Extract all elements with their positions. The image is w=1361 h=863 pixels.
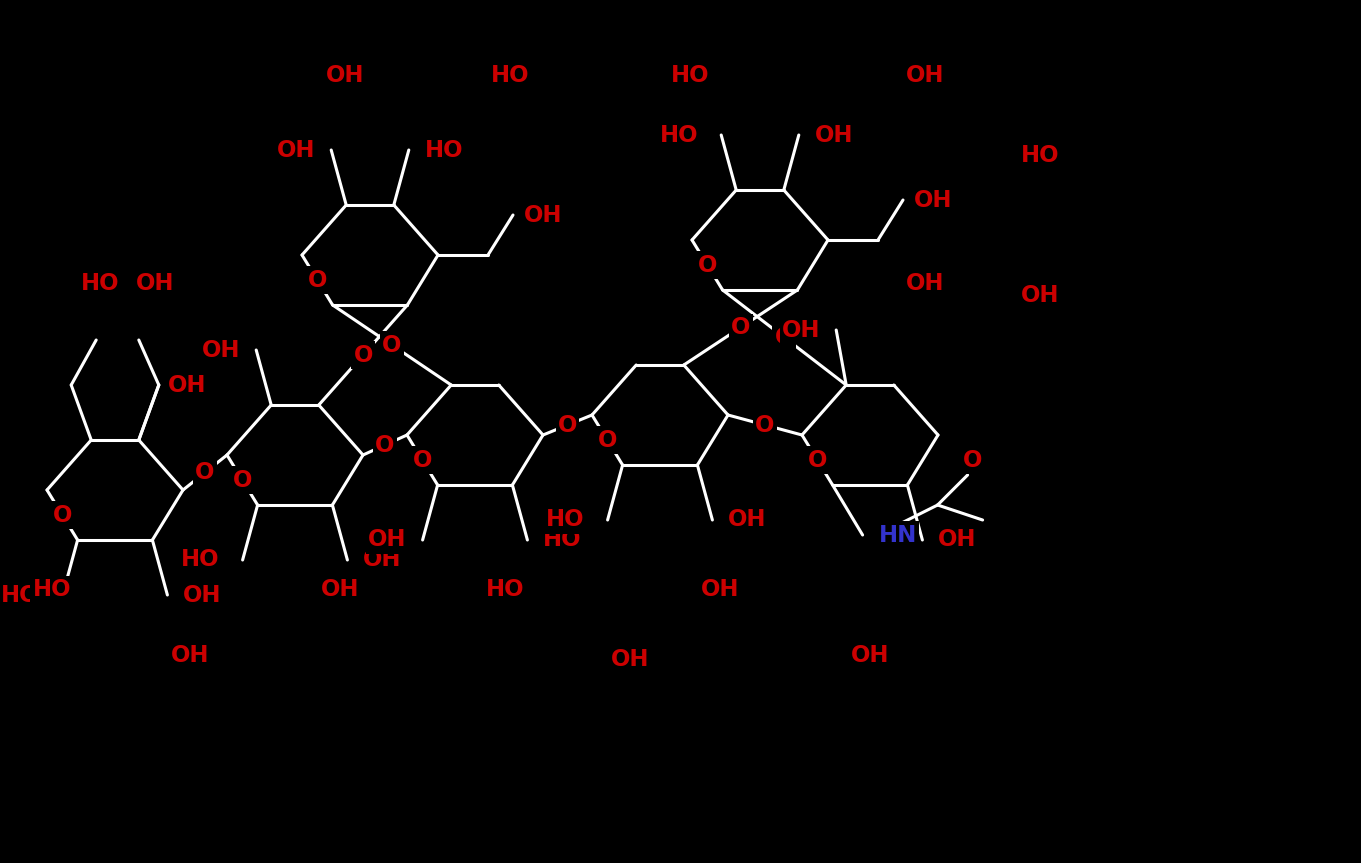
- Text: OH: OH: [728, 508, 766, 532]
- Text: HN: HN: [878, 524, 917, 546]
- Text: O: O: [308, 268, 327, 292]
- Text: OH: OH: [913, 188, 953, 211]
- Text: O: O: [53, 503, 72, 526]
- Text: HO: HO: [543, 528, 581, 551]
- Text: O: O: [774, 326, 793, 349]
- Text: O: O: [382, 333, 401, 356]
- Text: O: O: [731, 316, 750, 339]
- Text: OH: OH: [938, 528, 977, 551]
- Text: HO: HO: [80, 272, 120, 294]
- Text: O: O: [196, 461, 215, 484]
- Text: OH: OH: [906, 272, 945, 294]
- Text: OH: OH: [906, 64, 945, 86]
- Text: OH: OH: [184, 583, 222, 607]
- Text: O: O: [354, 343, 373, 367]
- Text: HO: HO: [181, 549, 220, 571]
- Text: HO: HO: [546, 508, 585, 532]
- Text: OH: OH: [851, 644, 889, 666]
- Text: OH: OH: [167, 374, 206, 396]
- Text: O: O: [698, 254, 717, 276]
- Text: OH: OH: [321, 578, 359, 602]
- Text: OH: OH: [201, 338, 241, 362]
- Text: HO: HO: [1, 583, 39, 607]
- Text: OH: OH: [814, 123, 853, 147]
- Text: HO: HO: [33, 578, 71, 602]
- Text: OH: OH: [701, 578, 739, 602]
- Text: OH: OH: [170, 644, 210, 666]
- Text: OH: OH: [325, 64, 365, 86]
- Text: O: O: [412, 449, 431, 471]
- Text: O: O: [755, 413, 774, 437]
- Text: HO: HO: [660, 123, 698, 147]
- Text: O: O: [964, 449, 983, 471]
- Text: OH: OH: [136, 272, 174, 294]
- Text: OH: OH: [1021, 284, 1059, 306]
- Text: OH: OH: [611, 648, 649, 671]
- Text: HO: HO: [1021, 143, 1059, 167]
- Text: O: O: [376, 433, 395, 457]
- Text: OH: OH: [783, 318, 821, 342]
- Text: O: O: [558, 413, 577, 437]
- Text: HO: HO: [486, 578, 524, 602]
- Text: HO: HO: [425, 138, 463, 161]
- Text: OH: OH: [524, 204, 562, 226]
- Text: O: O: [233, 469, 252, 492]
- Text: O: O: [597, 429, 617, 451]
- Text: OH: OH: [363, 549, 401, 571]
- Text: HO: HO: [491, 64, 529, 86]
- Text: O: O: [807, 449, 827, 471]
- Text: OH: OH: [369, 528, 407, 551]
- Text: HO: HO: [671, 64, 709, 86]
- Text: OH: OH: [276, 138, 316, 161]
